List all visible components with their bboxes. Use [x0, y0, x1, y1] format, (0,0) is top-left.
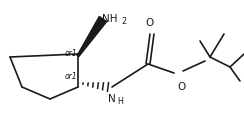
- Text: H: H: [117, 96, 123, 105]
- Text: or1: or1: [65, 71, 78, 80]
- Polygon shape: [77, 17, 107, 57]
- Text: O: O: [177, 81, 185, 91]
- Text: 2: 2: [121, 17, 126, 26]
- Text: or1: or1: [65, 49, 78, 58]
- Text: O: O: [146, 18, 154, 28]
- Text: NH: NH: [102, 14, 118, 24]
- Text: N: N: [108, 93, 116, 103]
